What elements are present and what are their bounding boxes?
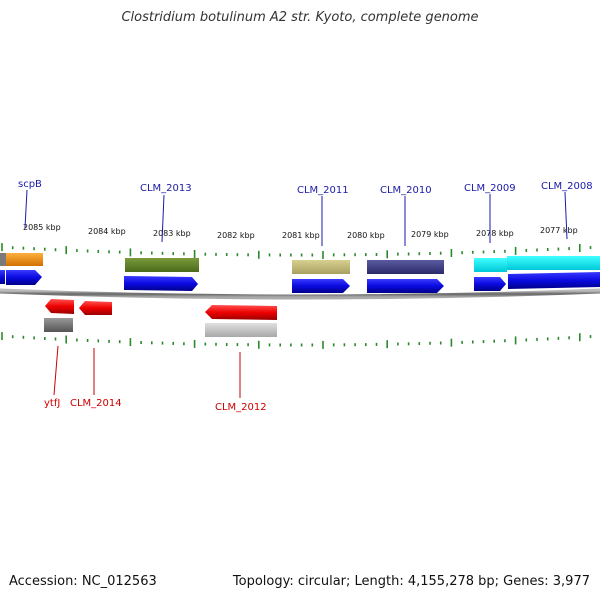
cds-arrow-CLM_2014[interactable] (79, 301, 112, 315)
cds-arrow-CLM_2008[interactable] (508, 272, 600, 289)
leader-line (53, 345, 59, 396)
page-title: Clostridium botulinum A2 str. Kyoto, com… (121, 10, 479, 25)
inner-tick-track (1, 332, 592, 349)
gene-label-CLM_2012[interactable]: CLM_2012 (215, 402, 267, 413)
cds-arrow-left-edge[interactable] (0, 270, 5, 284)
cds-arrow-CLM_2011[interactable] (292, 279, 350, 293)
gene-label-CLM_2014[interactable]: CLM_2014 (70, 398, 122, 409)
cog-bar-scpB (0, 253, 43, 266)
genome-backbone (0, 288, 600, 300)
kbp-label: 2085 kbp (23, 223, 61, 232)
kbp-label: 2080 kbp (347, 231, 385, 240)
gene-label-CLM_2010[interactable]: CLM_2010 (380, 185, 432, 196)
cds-arrow-CLM_2009[interactable] (474, 277, 506, 291)
cog-bar-ytfJ (44, 318, 73, 332)
kbp-label: 2081 kbp (282, 231, 320, 240)
accession-label: Accession: NC_012563 (9, 574, 157, 589)
gene-labels-forward: scpB CLM_2013 CLM_2011 CLM_2010 CLM_2009… (18, 179, 593, 246)
cds-arrow-CLM_2013[interactable] (124, 276, 198, 291)
cds-arrow-scpB[interactable] (6, 270, 42, 285)
leader-line (564, 191, 568, 240)
gene-label-CLM_2013[interactable]: CLM_2013 (140, 183, 192, 194)
kbp-label: 2083 kbp (153, 229, 191, 238)
cds-track-forward (0, 270, 600, 293)
outer-tick-track (1, 243, 592, 259)
cog-bar-CLM_2012 (205, 323, 277, 337)
cog-bar-scpB-left (0, 253, 6, 266)
leader-line (161, 194, 165, 243)
cds-arrow-CLM_2010[interactable] (367, 279, 444, 293)
kbp-label: 2082 kbp (217, 231, 255, 240)
cds-arrow-CLM_2012[interactable] (205, 305, 277, 320)
kbp-scale: 2085 kbp 2084 kbp 2083 kbp 2082 kbp 2081… (23, 223, 578, 240)
cog-bar-CLM_2009 (474, 258, 507, 272)
cog-bar-CLM_2013 (125, 258, 199, 272)
kbp-label: 2079 kbp (411, 230, 449, 239)
kbp-label: 2078 kbp (476, 229, 514, 238)
gene-label-ytfJ[interactable]: ytfJ (44, 398, 60, 409)
cog-bar-CLM_2008 (507, 256, 600, 270)
leader-line (24, 189, 28, 229)
gene-label-CLM_2009[interactable]: CLM_2009 (464, 183, 516, 194)
cds-arrow-ytfJ[interactable] (45, 299, 74, 314)
cog-track-reverse (44, 318, 277, 337)
cog-bar-CLM_2011 (292, 260, 350, 274)
gene-labels-reverse: ytfJ CLM_2014 CLM_2012 (44, 345, 267, 413)
genome-summary: Topology: circular; Length: 4,155,278 bp… (232, 574, 590, 589)
gene-label-CLM_2008[interactable]: CLM_2008 (541, 181, 593, 192)
gene-label-scpB[interactable]: scpB (18, 179, 42, 190)
kbp-label: 2077 kbp (540, 226, 578, 235)
cds-track-reverse (45, 299, 277, 320)
kbp-label: 2084 kbp (88, 227, 126, 236)
cog-track-forward (0, 253, 600, 274)
cog-bar-CLM_2010 (367, 260, 444, 274)
gene-label-CLM_2011[interactable]: CLM_2011 (297, 185, 349, 196)
